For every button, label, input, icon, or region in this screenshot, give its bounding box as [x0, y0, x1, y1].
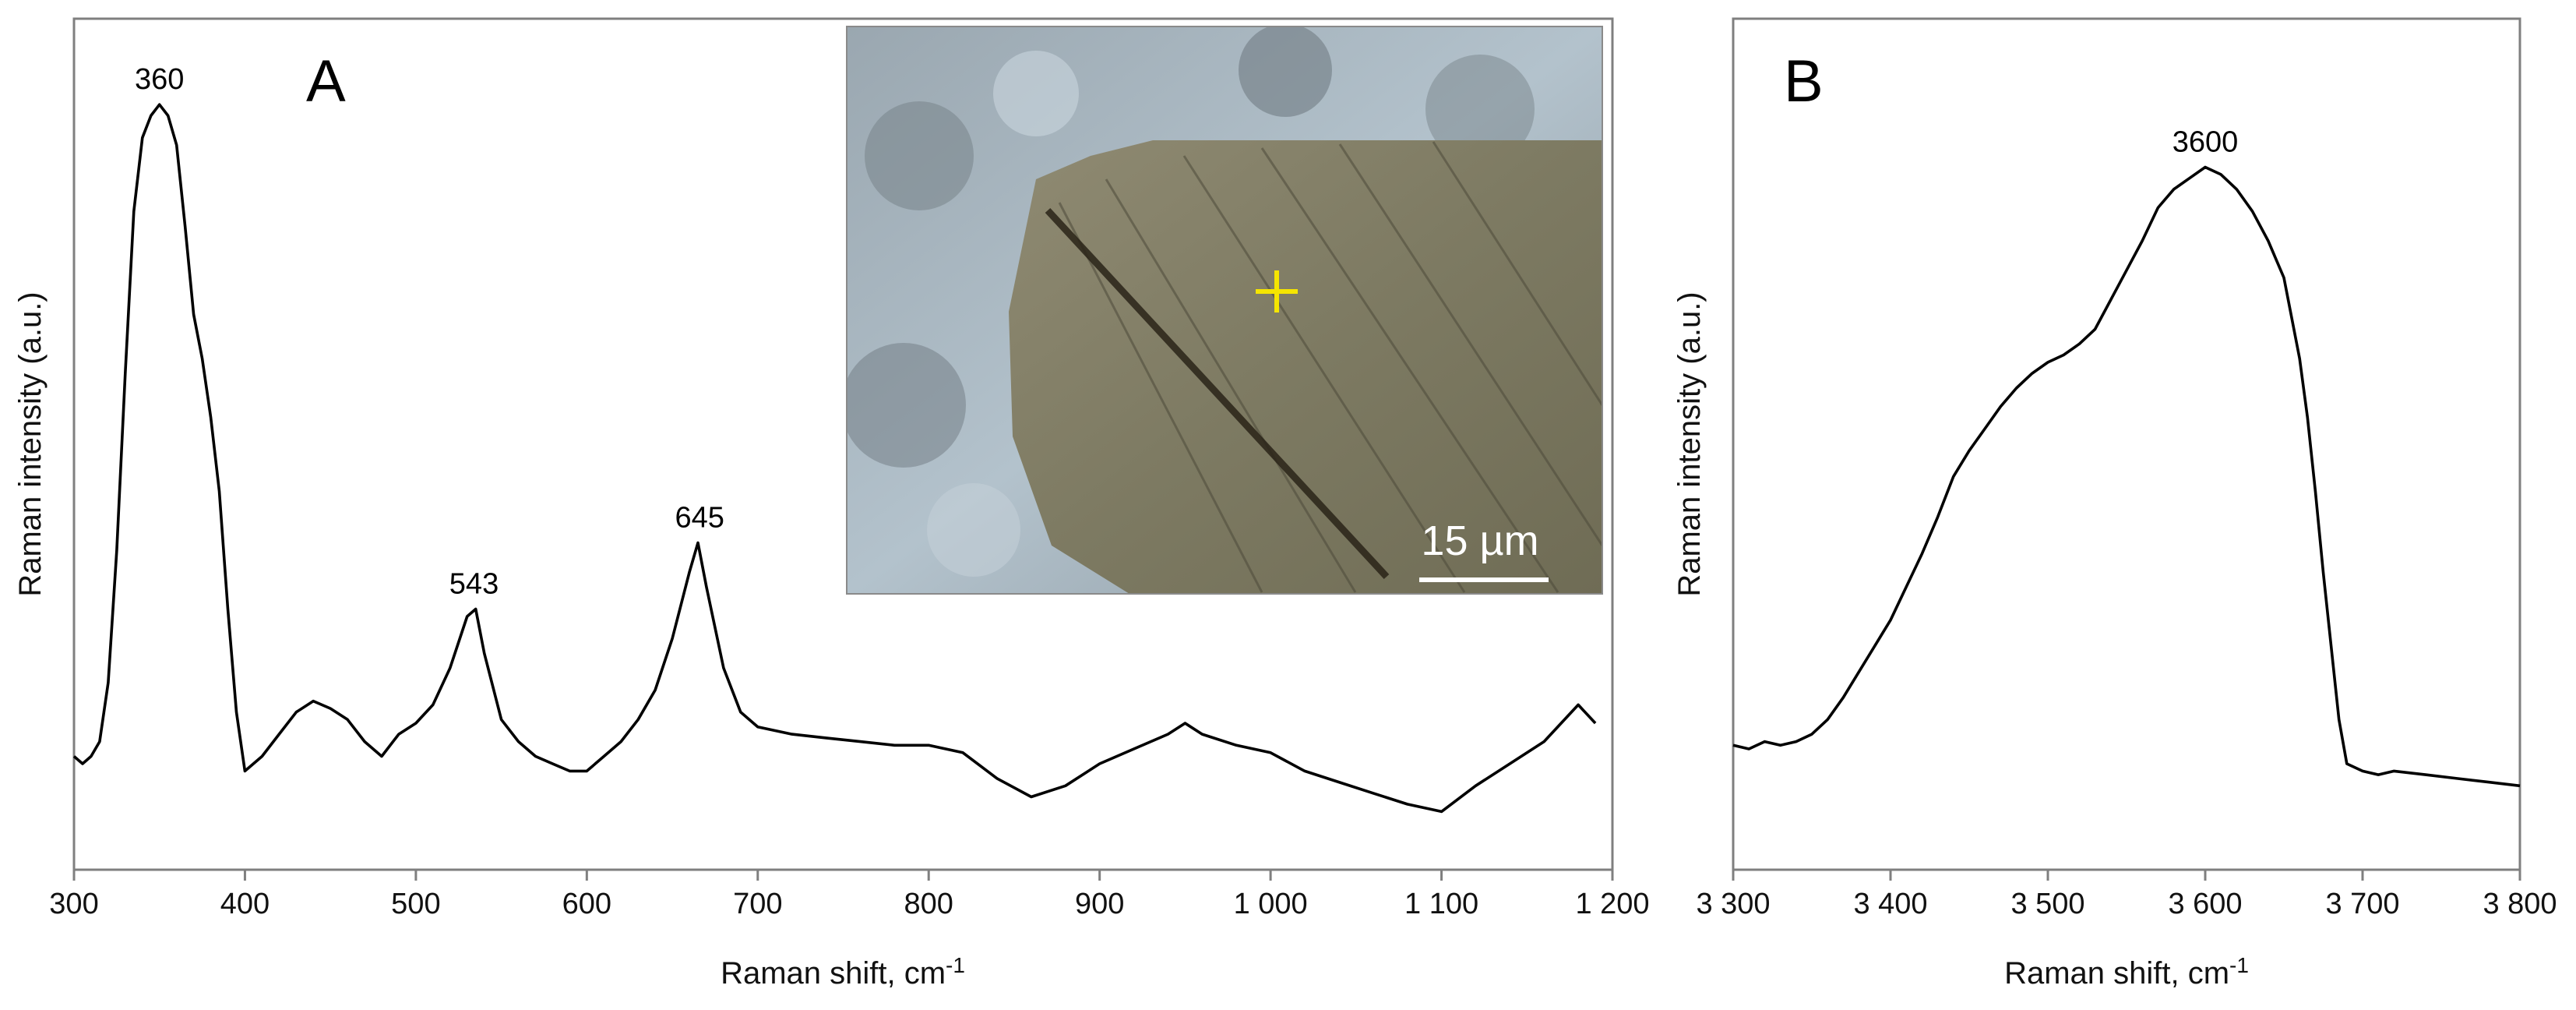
inset-micrograph: 15 µm [847, 26, 1602, 594]
panel-b-frame [1732, 17, 2521, 871]
panel-a: 300 400 500 600 700 800 900 1 000 1 100 1 200 [13, 17, 1650, 991]
panel-b-x-axis-label: Raman shift, cm-1 [2004, 953, 2249, 991]
panel-a-frame [72, 17, 1614, 871]
panel-b-x-axis-label-sup: -1 [2229, 953, 2249, 977]
panel-b-label: B [1784, 48, 1824, 115]
panel-b-y-axis-label: Raman intensity (a.u.) [1672, 291, 1707, 596]
peak-label: 360 [135, 63, 184, 96]
panel-b-peak-labels: 3600 [2173, 126, 2239, 159]
panel-a-y-axis-label: Raman intensity (a.u.) [13, 291, 48, 596]
x-tick-label: 3 800 [2483, 888, 2557, 920]
panel-a-x-axis-label-main: Raman shift, cm [721, 956, 946, 991]
x-tick-label: 600 [562, 888, 611, 920]
panel-a-peak-labels: 360 543 645 [135, 63, 724, 600]
x-tick-label: 1 100 [1404, 888, 1478, 920]
panel-a-spectrum-line [72, 103, 1597, 814]
peak-label: 645 [675, 501, 724, 534]
x-tick-label: 3 600 [2168, 888, 2242, 920]
x-tick-label: 500 [391, 888, 440, 920]
x-tick-label: 800 [904, 888, 953, 920]
panel-a-x-tick-labels: 300 400 500 600 700 800 900 1 000 1 100 1 200 [49, 888, 1649, 920]
panel-b-x-ticks [1732, 870, 2521, 881]
panel-b: 3 300 3 400 3 500 3 600 3 700 3 800 B 3600 Ra… [1672, 17, 2557, 991]
panel-a-x-axis-label: Raman shift, cm-1 [721, 953, 965, 991]
x-tick-label: 300 [49, 888, 98, 920]
panel-b-spectrum-line [1732, 165, 2521, 788]
x-tick-label: 3 300 [1696, 888, 1770, 920]
inset-frame [846, 26, 1603, 595]
panel-a-x-ticks [72, 870, 1614, 881]
x-tick-label: 3 500 [2010, 888, 2084, 920]
peak-label: 543 [449, 568, 499, 601]
panel-a-label: A [306, 48, 346, 115]
x-tick-label: 400 [220, 888, 270, 920]
scale-bar-label: 15 µm [1421, 517, 1538, 564]
peak-label: 3600 [2173, 126, 2239, 159]
x-tick-label: 3 400 [1853, 888, 1927, 920]
x-tick-label: 3 700 [2325, 888, 2399, 920]
panel-b-x-tick-labels: 3 300 3 400 3 500 3 600 3 700 3 800 [1696, 888, 2557, 920]
x-tick-label: 1 200 [1575, 888, 1649, 920]
x-tick-label: 1 000 [1234, 888, 1308, 920]
x-tick-label: 900 [1075, 888, 1124, 920]
panel-b-x-axis-label-main: Raman shift, cm [2004, 956, 2229, 991]
panel-a-x-axis-label-sup: -1 [946, 953, 965, 977]
x-tick-label: 700 [733, 888, 782, 920]
measurement-point-marker [1256, 270, 1298, 313]
